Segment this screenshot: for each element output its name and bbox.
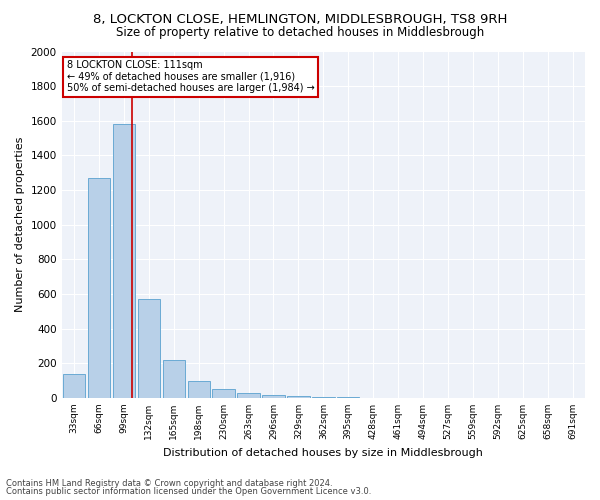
Text: Size of property relative to detached houses in Middlesbrough: Size of property relative to detached ho… xyxy=(116,26,484,39)
Bar xyxy=(88,178,110,398)
Bar xyxy=(113,124,135,398)
Bar xyxy=(137,299,160,398)
Text: Contains public sector information licensed under the Open Government Licence v3: Contains public sector information licen… xyxy=(6,487,371,496)
Bar xyxy=(163,360,185,398)
Y-axis label: Number of detached properties: Number of detached properties xyxy=(15,137,25,312)
Bar xyxy=(212,390,235,398)
Bar xyxy=(262,396,285,398)
X-axis label: Distribution of detached houses by size in Middlesbrough: Distribution of detached houses by size … xyxy=(163,448,483,458)
Text: Contains HM Land Registry data © Crown copyright and database right 2024.: Contains HM Land Registry data © Crown c… xyxy=(6,478,332,488)
Bar xyxy=(63,374,85,398)
Bar xyxy=(337,397,359,398)
Text: 8, LOCKTON CLOSE, HEMLINGTON, MIDDLESBROUGH, TS8 9RH: 8, LOCKTON CLOSE, HEMLINGTON, MIDDLESBRO… xyxy=(93,12,507,26)
Bar xyxy=(188,382,210,398)
Text: 8 LOCKTON CLOSE: 111sqm
← 49% of detached houses are smaller (1,916)
50% of semi: 8 LOCKTON CLOSE: 111sqm ← 49% of detache… xyxy=(67,60,314,94)
Bar xyxy=(238,392,260,398)
Bar xyxy=(287,396,310,398)
Bar xyxy=(312,397,335,398)
